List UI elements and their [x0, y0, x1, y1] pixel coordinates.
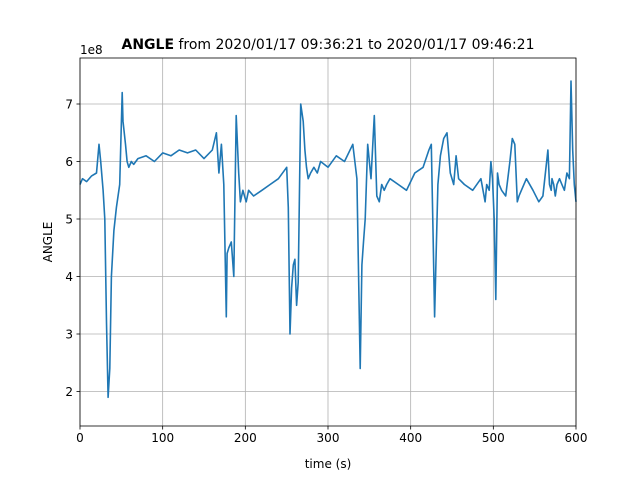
y-axis: 2 3 4 5 6 7: [65, 98, 80, 399]
y-tick-label: 6: [65, 155, 73, 169]
chart-title: ANGLE from 2020/01/17 09:36:21 to 2020/0…: [121, 37, 534, 53]
chart-title-rest: from 2020/01/17 09:36:21 to 2020/01/17 0…: [174, 37, 534, 53]
y-tick-label: 3: [65, 328, 73, 342]
x-axis: 0 100 200 300 400 500 600: [76, 426, 587, 445]
x-tick-label: 300: [317, 431, 340, 445]
y-tick-label: 7: [65, 98, 73, 112]
x-tick-label: 200: [234, 431, 257, 445]
y-offset-label: 1e8: [80, 43, 103, 57]
x-tick-label: 100: [151, 431, 174, 445]
x-tick-label: 0: [76, 431, 84, 445]
y-tick-label: 5: [65, 213, 73, 227]
x-axis-label: time (s): [305, 457, 352, 471]
series-line: [79, 80, 577, 399]
x-tick-label: 400: [399, 431, 422, 445]
x-tick-label: 500: [482, 431, 505, 445]
y-tick-label: 4: [65, 270, 73, 284]
chart-title-bold: ANGLE: [121, 37, 174, 53]
series-layer: [79, 80, 577, 399]
grid: [79, 58, 577, 426]
y-axis-label: ANGLE: [41, 222, 55, 263]
y-tick-label: 2: [65, 385, 73, 399]
x-tick-label: 600: [565, 431, 588, 445]
